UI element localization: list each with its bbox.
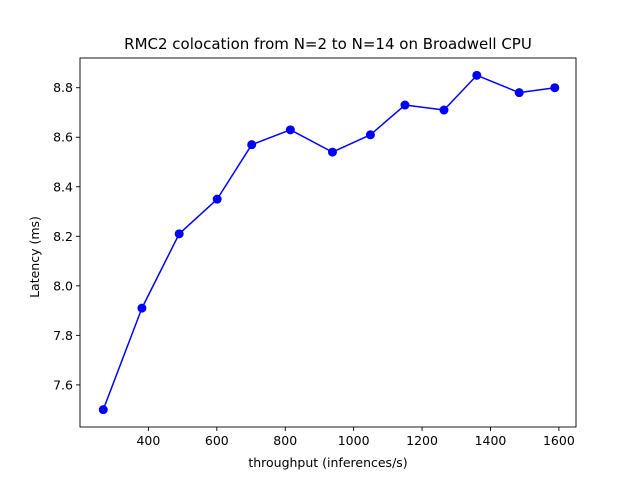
x-tick-label: 1000 bbox=[338, 433, 370, 448]
x-tick-label: 1600 bbox=[543, 433, 575, 448]
x-tick-label: 1400 bbox=[475, 433, 507, 448]
plot-area: 400 600 800 1000 1200 1400 1600 7.6 7.8 8.0 8.2 8.4… bbox=[53, 57, 577, 448]
y-tick-label: 8.6 bbox=[53, 130, 73, 145]
x-tick-label: 600 bbox=[205, 433, 229, 448]
data-point bbox=[400, 100, 410, 110]
data-point bbox=[514, 88, 524, 98]
x-tick-label: 1200 bbox=[406, 433, 438, 448]
data-point bbox=[212, 194, 222, 204]
data-point bbox=[137, 303, 147, 313]
data-point bbox=[550, 83, 560, 93]
x-tick-label: 400 bbox=[136, 433, 160, 448]
data-point bbox=[98, 405, 108, 415]
chart-title: RMC2 colocation from N=2 to N=14 on Broa… bbox=[124, 35, 532, 53]
data-point bbox=[174, 229, 184, 239]
y-tick-label: 8.4 bbox=[53, 179, 73, 194]
y-axis-label: Latency (ms) bbox=[27, 216, 42, 298]
x-tick-label: 800 bbox=[273, 433, 297, 448]
series-line bbox=[102, 74, 555, 410]
x-axis-label: throughput (inferences/s) bbox=[248, 455, 407, 470]
data-point bbox=[285, 125, 295, 135]
axes-frame bbox=[79, 57, 577, 428]
data-point bbox=[472, 70, 482, 80]
y-tick-label: 8.0 bbox=[53, 278, 73, 293]
data-point bbox=[439, 105, 449, 115]
y-tick-label: 8.8 bbox=[53, 80, 73, 95]
y-tick-label: 7.6 bbox=[53, 377, 73, 392]
data-point bbox=[327, 147, 337, 157]
data-point bbox=[247, 140, 257, 150]
data-point bbox=[365, 130, 375, 140]
y-tick-label: 7.8 bbox=[53, 328, 73, 343]
y-tick-label: 8.2 bbox=[53, 229, 73, 244]
